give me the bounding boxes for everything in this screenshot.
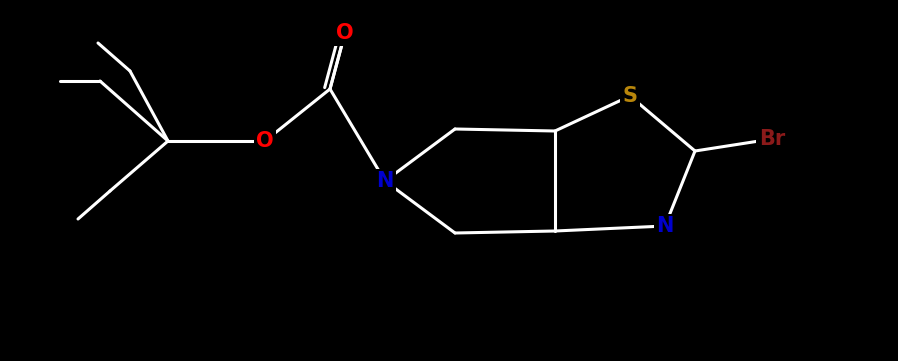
Text: S: S xyxy=(622,86,638,106)
Text: O: O xyxy=(256,131,274,151)
Text: N: N xyxy=(656,216,674,236)
Text: O: O xyxy=(336,23,354,43)
Text: N: N xyxy=(376,171,393,191)
Text: Br: Br xyxy=(759,129,785,149)
